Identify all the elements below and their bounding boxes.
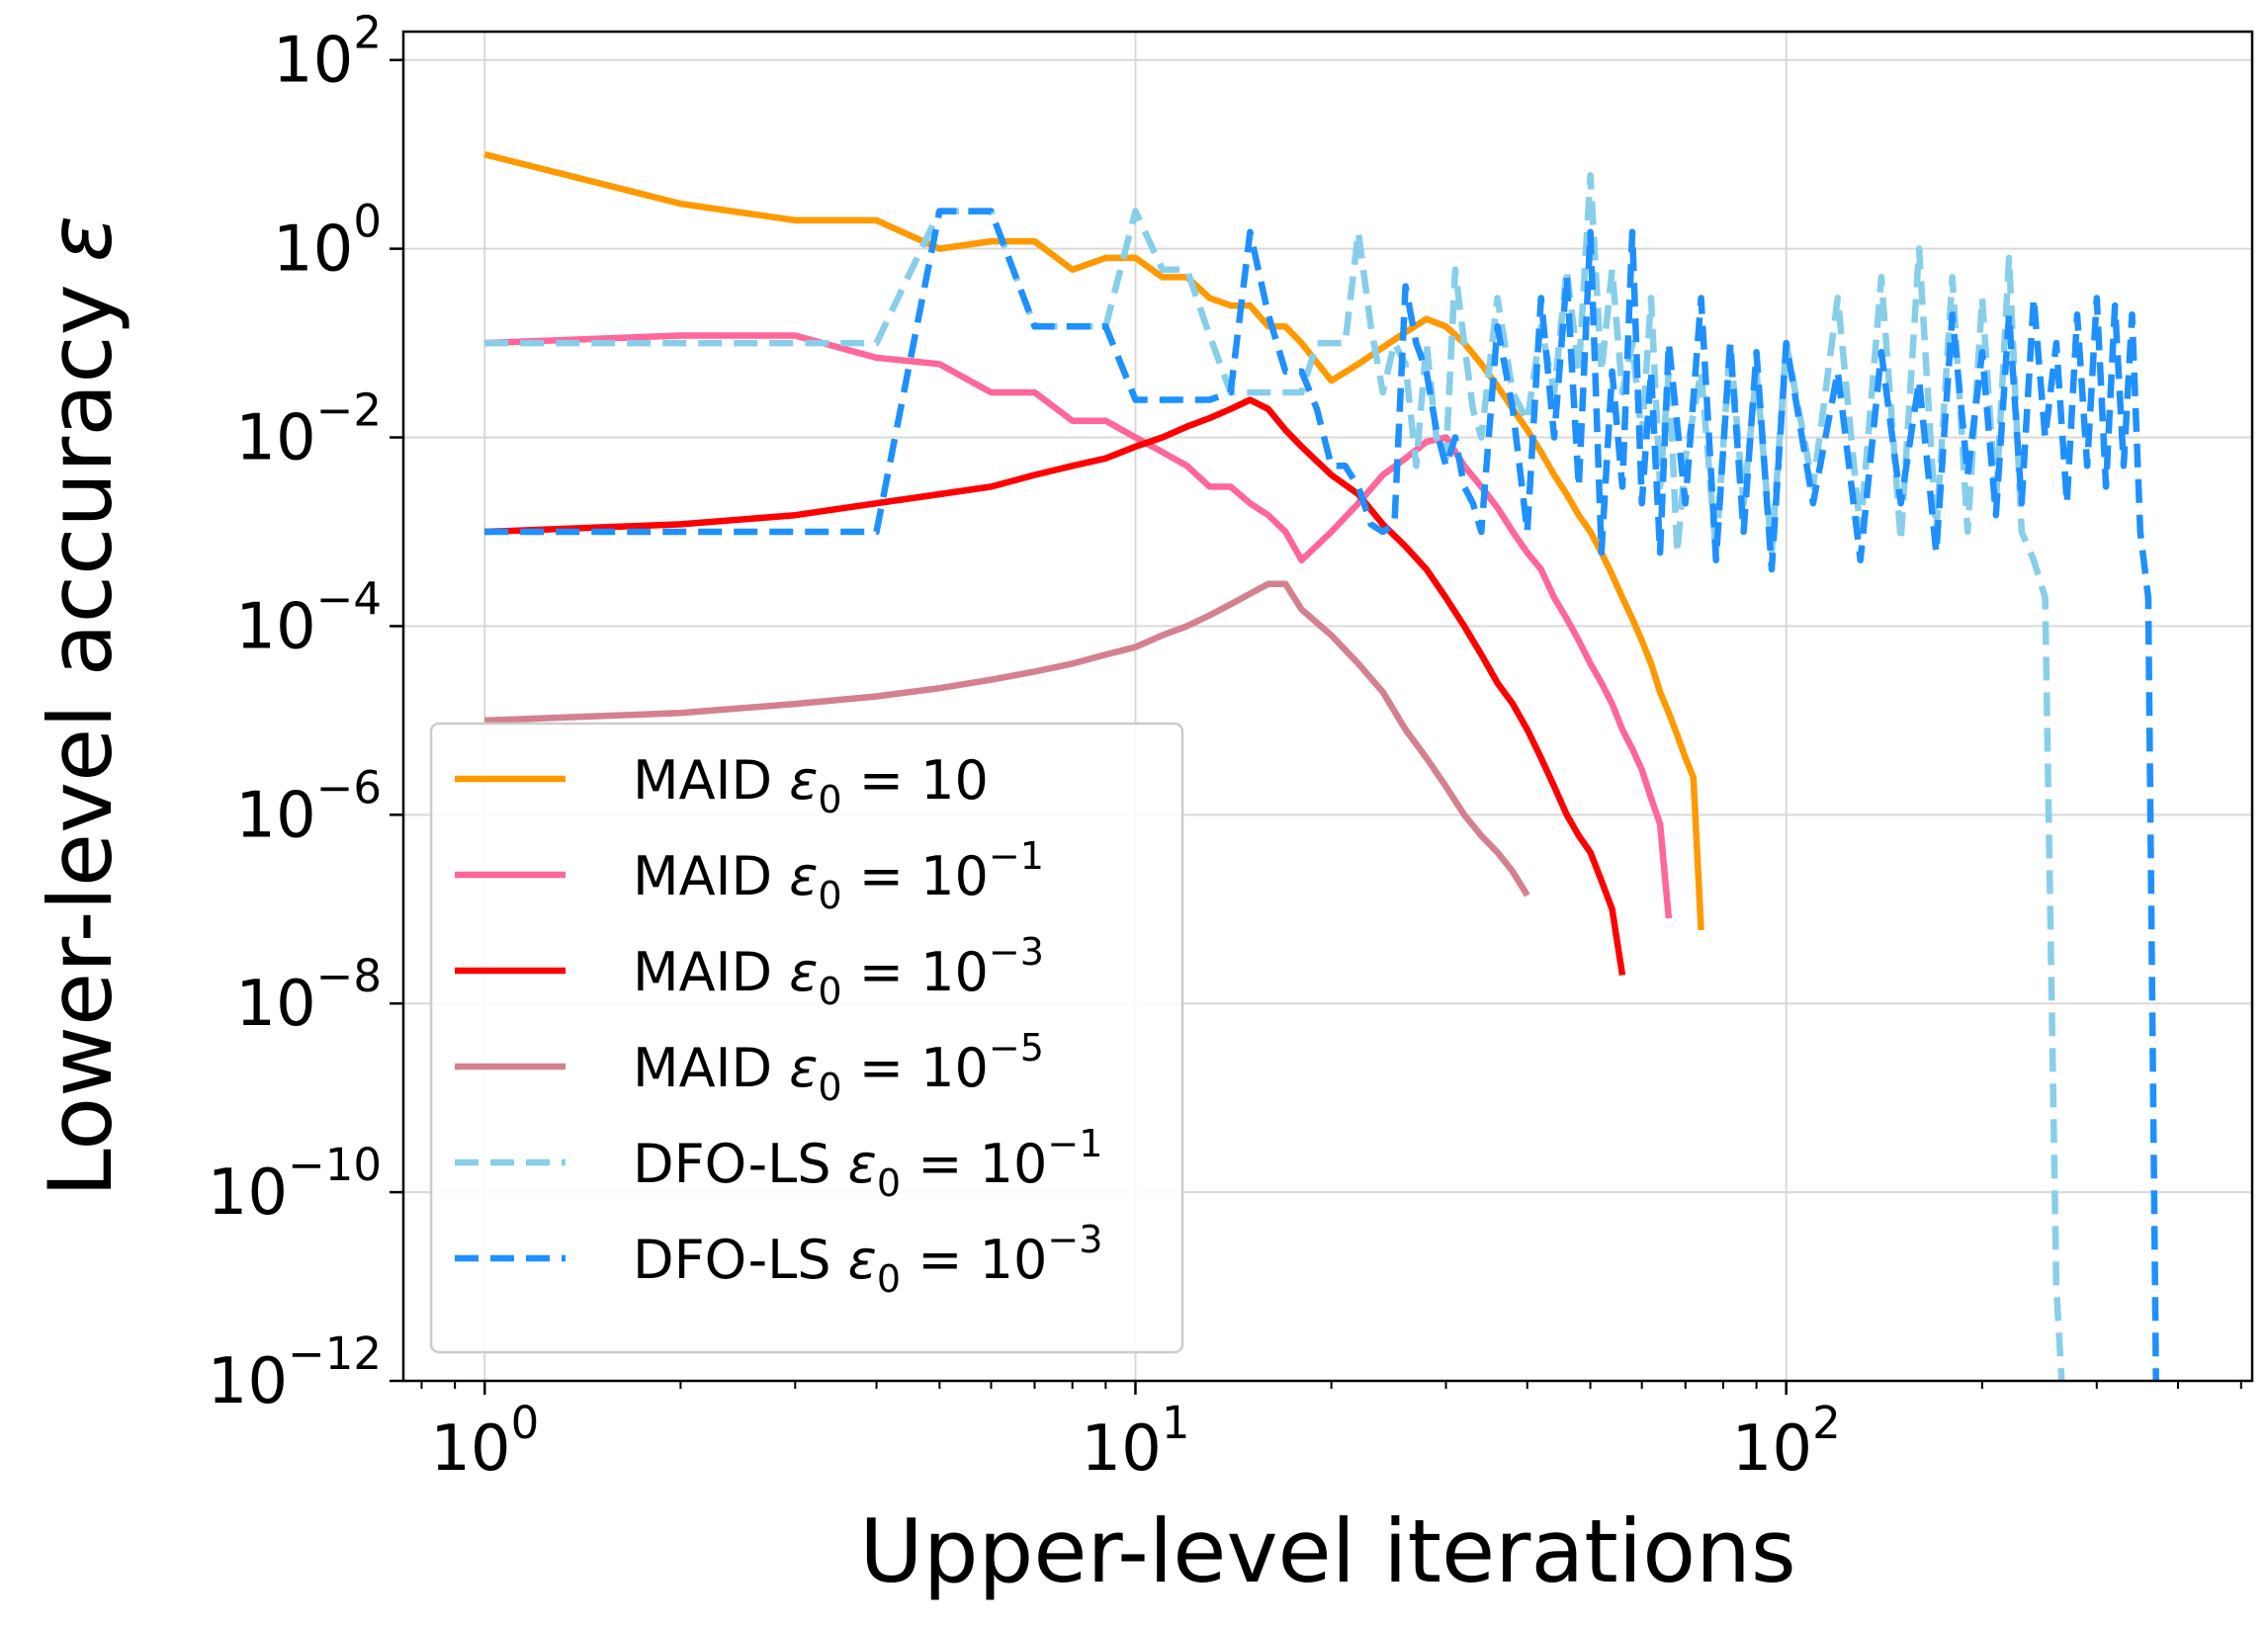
y-tick-label-6: 10−10 [208,1139,382,1230]
x-axis-title: Upper-level iterations [859,1500,1795,1602]
legend-label-3: MAID ε0 = 10−5 [633,1026,1044,1109]
y-tick-label-3: 10−4 [235,572,382,663]
plot-frame [401,30,2254,1383]
y-tick-label-4: 10−6 [235,761,382,852]
legend-label-0: MAID ε0 = 10 [633,749,989,821]
y-axis-title: Lower-level accuracy ε [30,215,131,1198]
legend-entries: MAID ε0 = 10 MAID ε0 = 10−1 MAID ε0 = 10−3… [455,749,1102,1301]
series-lines [483,151,2159,1382]
y-axis-title-text: Lower-level accuracy [30,284,131,1197]
legend-label-5: DFO-LS ε0 = 10−3 [633,1218,1102,1301]
y-tick-label-0: 102 [273,7,382,98]
y-tick-label-7: 10−12 [208,1327,382,1418]
legend-label-2: MAID ε0 = 10−3 [633,930,1044,1013]
y-axis-title-symbol: ε [30,215,131,263]
x-tick-label-0: 100 [430,1397,539,1486]
legend: MAID ε0 = 10 MAID ε0 = 10−1 MAID ε0 = 10−3… [429,722,1184,1354]
series-line-3 [484,580,1530,898]
legend-label-4: DFO-LS ε0 = 10−1 [633,1122,1102,1205]
series-line-0 [483,151,1704,931]
series-line-2 [484,396,1626,977]
legend-box [429,722,1184,1354]
x-axis-ticks: 100 101 102 [420,1381,2242,1486]
x-tick-label-1: 101 [1081,1397,1189,1486]
legend-label-1: MAID ε0 = 10−1 [633,834,1044,917]
y-tick-label-5: 10−8 [235,950,382,1041]
x-tick-label-2: 102 [1732,1397,1841,1486]
series-line-5 [484,208,2159,1382]
y-axis-ticks: 102 100 10−2 10−4 10−6 10−8 10−10 10−12 [208,7,403,1418]
y-tick-label-2: 10−2 [235,385,382,475]
y-tick-label-1: 100 [273,196,382,287]
